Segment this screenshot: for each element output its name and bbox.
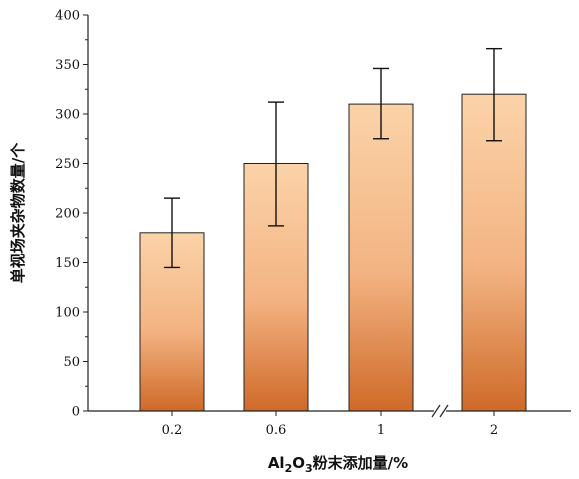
bar <box>348 103 414 412</box>
x-tick-label: 2 <box>490 423 498 438</box>
axis-break-slash <box>439 404 449 418</box>
x-tick-label: 1 <box>377 423 385 438</box>
y-tick-label: 400 <box>55 9 80 24</box>
x-axis-title: Al2O3粉末添加量/% <box>268 454 408 475</box>
y-axis-title: 单视场夹杂物数量/个 <box>9 142 27 283</box>
bars <box>139 93 527 412</box>
y-tick-label: 50 <box>63 355 80 370</box>
x-tick-label: 0.6 <box>266 423 287 438</box>
bar <box>461 93 527 412</box>
y-tick-label: 300 <box>55 108 80 123</box>
x-axis-title-part: Al <box>268 454 285 472</box>
axis-break-mark <box>431 404 449 418</box>
x-axis-title-subscript: 3 <box>305 462 313 475</box>
x-axis-title-part: 粉末添加量/% <box>313 454 409 472</box>
x-tick-label: 0.2 <box>162 423 183 438</box>
y-tick-label: 0 <box>72 405 80 420</box>
y-tick-label: 200 <box>55 207 80 222</box>
y-tick-label: 100 <box>55 306 80 321</box>
x-axis-ticks: 0.2 0.6 1 2 <box>162 411 498 438</box>
x-axis-title-subscript: 2 <box>285 462 293 475</box>
error-bars <box>164 47 502 269</box>
y-axis-ticks: 0 50 100 150 200 250 300 350 400 <box>55 9 88 420</box>
y-tick-label: 350 <box>55 58 80 73</box>
axis-break-slash <box>431 404 441 418</box>
x-axis-title-part: O <box>292 454 305 472</box>
y-tick-label: 250 <box>55 157 80 172</box>
y-tick-label: 150 <box>55 256 80 271</box>
